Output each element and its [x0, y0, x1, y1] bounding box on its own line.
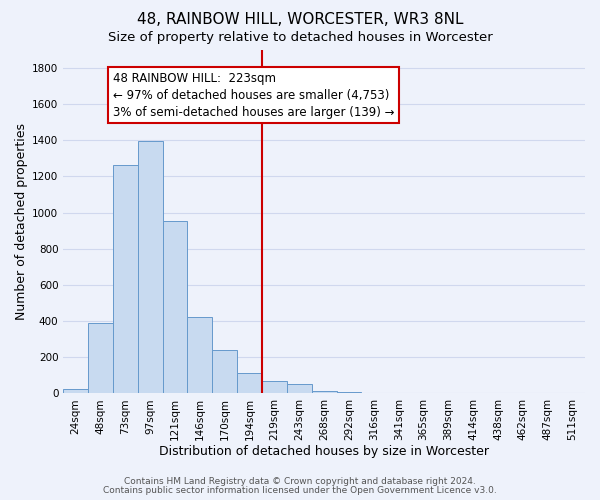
Bar — [262, 380, 287, 394]
Text: Contains HM Land Registry data © Crown copyright and database right 2024.: Contains HM Land Registry data © Crown c… — [124, 477, 476, 486]
Bar — [187, 318, 212, 394]
Bar — [212, 350, 237, 394]
Bar — [63, 389, 88, 394]
X-axis label: Distribution of detached houses by size in Worcester: Distribution of detached houses by size … — [159, 444, 489, 458]
Text: Size of property relative to detached houses in Worcester: Size of property relative to detached ho… — [107, 31, 493, 44]
Text: 48, RAINBOW HILL, WORCESTER, WR3 8NL: 48, RAINBOW HILL, WORCESTER, WR3 8NL — [137, 12, 463, 28]
Bar — [337, 392, 361, 394]
Bar — [88, 323, 113, 394]
Bar — [237, 373, 262, 394]
Text: 48 RAINBOW HILL:  223sqm
← 97% of detached houses are smaller (4,753)
3% of semi: 48 RAINBOW HILL: 223sqm ← 97% of detache… — [113, 72, 394, 118]
Bar — [113, 165, 138, 394]
Text: Contains public sector information licensed under the Open Government Licence v3: Contains public sector information licen… — [103, 486, 497, 495]
Bar — [287, 384, 312, 394]
Bar — [312, 390, 337, 394]
Bar — [361, 393, 386, 394]
Bar — [138, 142, 163, 394]
Bar — [163, 221, 187, 394]
Y-axis label: Number of detached properties: Number of detached properties — [15, 123, 28, 320]
